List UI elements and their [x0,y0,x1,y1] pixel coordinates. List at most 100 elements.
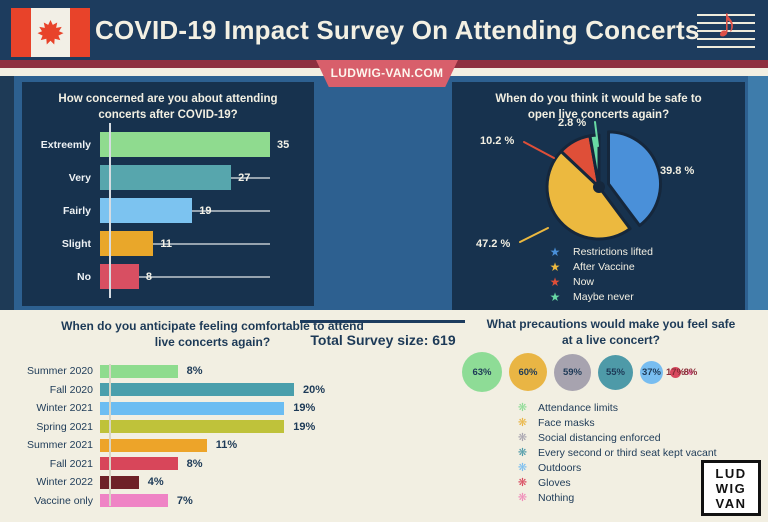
pie-legend-label: After Vaccine [573,260,635,273]
bubble-circle [640,360,663,384]
pie-legend-item: ★ After Vaccine [548,259,653,274]
pie-callout-line-3 [594,121,599,147]
concern-category-label: Slight [61,237,91,250]
bubble-circle [509,353,547,391]
concern-chart-bars: Extreemly 35 Very 27 Fairly 19 Slight 11 No 8 [34,123,304,298]
comfort-value-label: 11% [215,439,238,452]
pie-legend-item: ★ Now [548,274,653,289]
divider-line [300,320,465,323]
bottom-section: When do you anticipate feeling comfortab… [0,310,768,522]
concern-value-label: 27 [238,171,251,184]
comfort-bar-track: 8% [100,457,294,471]
comfort-bar-track: 7% [100,494,294,508]
bubble-percent-label: 63% [472,366,492,378]
music-staff-icon [697,14,755,48]
left-edge-strip [0,76,14,310]
precaution-legend-item: ❋ Gloves [516,475,717,490]
comfort-value-label: 4% [147,476,164,489]
concern-bar-track: 35 [100,132,289,157]
precaution-legend-label: Attendance limits [538,401,618,414]
pie-slice-1 [545,149,632,241]
concern-axis-line [109,123,111,298]
pie-legend-label: Restrictions lifted [573,245,653,258]
virus-icon: ❋ [517,446,528,459]
bubble-circle [462,352,502,392]
pie-slice-3 [588,133,601,189]
comfort-category-label: Spring 2021 [36,420,93,433]
virus-icon: ❋ [517,476,528,489]
pie-percent-label-3: 2.8 % [558,117,586,129]
comfort-value-label: 7% [176,494,193,507]
precaution-legend-label: Social distancing enforced [538,431,661,444]
top-section: How concerned are you about attending co… [0,76,768,312]
star-icon: ★ [549,244,561,259]
bubble-percent-label: 60% [518,366,538,378]
bubble-circle [670,366,681,378]
concern-category-label: No [77,270,91,283]
comfort-chart-title: When do you anticipate feeling comfortab… [61,319,364,350]
precaution-legend-label: Every second or third seat kept vacant [538,446,717,459]
comfort-bar [100,494,168,508]
bubble-percent-label: 55% [605,366,625,378]
precaution-legend-item: ❋ Face masks [516,415,717,430]
comfort-bar-row: Winter 2021 19% [24,399,334,418]
comfort-chart-bars: Summer 2020 8% Fall 2020 20% Winter 2021 19% S… [24,362,334,510]
concern-bar-row: Extreemly 35 [34,128,304,161]
logo-line-3: VAN [715,495,747,511]
concern-bar-track: 19 [100,198,270,223]
pie-legend: ★ Restrictions lifted ★ After Vaccine ★ Now ★ M… [548,244,653,304]
concern-bar [100,264,139,289]
comfort-bar-row: Spring 2021 19% [24,418,334,437]
comfort-bar-row: Summer 2020 8% [24,362,334,381]
comfort-category-label: Fall 2020 [49,383,93,396]
flag-red-band-right [70,8,90,57]
comfort-category-label: Winter 2021 [36,402,93,415]
precaution-legend-item: ❋ Nothing [516,490,717,505]
comfort-bar-track: 11% [100,438,294,452]
precaution-legend-label: Outdoors [538,461,582,474]
bubble-percent-label: 17% [666,366,686,378]
pie-center-dot [593,181,605,193]
concern-bar-track: 8 [100,264,270,289]
bubble-circle [598,354,633,390]
comfort-category-label: Fall 2021 [49,457,93,470]
pie-callout-line-0 [633,169,657,185]
concern-bar-row: Slight 11 [34,227,304,260]
comfort-bar [100,457,178,471]
concern-chart-title: How concerned are you about attending co… [58,93,278,121]
logo-line-2: WIG [715,480,747,496]
precaution-bubble: 8% [684,367,698,378]
bubble-percent-label: 37% [641,366,661,378]
concern-value-label: 11 [160,237,173,250]
flag-white-band [31,8,70,57]
precaution-legend-label: Face masks [538,416,595,429]
star-icon: ★ [549,289,561,304]
precaution-bubble: 60% [509,353,547,391]
pie-slice-0 [606,130,662,228]
concern-bar-row: Fairly 19 [34,194,304,227]
comfort-bar-row: Winter 2022 4% [24,473,334,492]
bubble-percent-label: 8% [683,366,698,378]
precaution-bubble: 59% [554,353,591,391]
concern-bar [100,198,193,223]
concern-bar-track: 11 [100,231,270,256]
comfort-bar-track: 8% [100,364,294,378]
comfort-bar [100,401,285,415]
pie-legend-label: Maybe never [573,290,634,303]
comfort-bar-row: Fall 2020 20% [24,381,334,400]
precaution-legend-item: ❋ Outdoors [516,460,717,475]
value-leader-line [192,209,270,212]
value-leader-line [231,176,270,179]
virus-icon: ❋ [517,431,528,444]
concern-category-label: Very [68,171,91,184]
concern-bar [100,132,270,157]
page-title: COVID-19 Impact Survey On Attending Conc… [95,15,700,45]
safe-timing-pie-panel: When do you think it would be safe to op… [452,82,745,312]
bubble-circle [688,369,693,375]
value-leader-line [138,275,270,278]
precautions-title: What precautions would make you feel saf… [486,317,736,348]
virus-icon: ❋ [517,461,528,474]
precaution-bubble: 17% [666,366,685,378]
pie-callout-line-1 [519,227,549,243]
concern-bar [100,231,154,256]
